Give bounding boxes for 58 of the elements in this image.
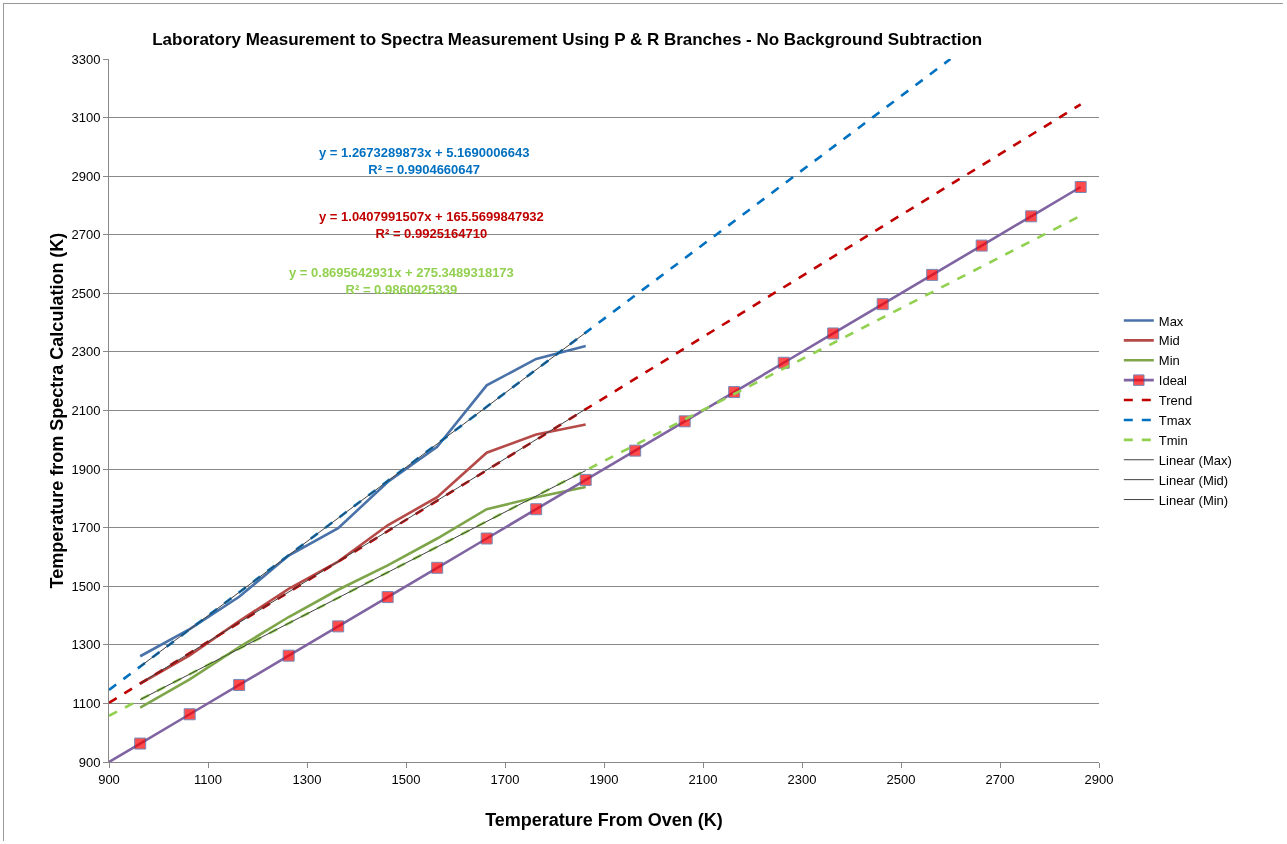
- y-tick-label: 2700: [71, 227, 101, 243]
- y-axis-title: Temperature from Spectra Calculation (K): [47, 232, 67, 589]
- legend-label: Min: [1158, 353, 1180, 369]
- legend-label: Tmax: [1158, 413, 1192, 429]
- x-axis-title: Temperature From Oven (K): [485, 810, 723, 830]
- point: [1074, 181, 1087, 193]
- x-tick-label: 1300: [292, 771, 322, 787]
- y-tick-label: 2500: [71, 285, 101, 301]
- y-tick-label: 1900: [71, 461, 101, 477]
- x-tick-label: 2900: [1084, 771, 1114, 787]
- x-tick-label: 1900: [589, 771, 619, 787]
- chart-title: Laboratory Measurement to Spectra Measurement Using P & R Branches - No Background Subtraction: [152, 30, 983, 50]
- x-tick-label: 2300: [787, 771, 817, 787]
- legend-label: Linear (Min): [1158, 492, 1229, 508]
- y-tick-label: 2300: [71, 344, 101, 360]
- annotation: y = 1.0407991507x + 165.5699847932 R² = 0.9925164710: [319, 209, 544, 241]
- point: [579, 473, 592, 486]
- point: [530, 503, 543, 516]
- point: [827, 327, 840, 340]
- point: [926, 268, 939, 281]
- y-tick-label: 3100: [71, 110, 101, 126]
- point: [480, 532, 493, 545]
- point: [975, 239, 988, 252]
- legend-label: Linear (Mid): [1158, 472, 1229, 488]
- point: [1025, 210, 1038, 223]
- x-tick-label: 900: [98, 771, 120, 787]
- legend-label: Mid: [1158, 333, 1180, 349]
- y-tick-label: 1700: [71, 520, 101, 536]
- point: [134, 737, 147, 750]
- legend-label: Tmin: [1158, 432, 1188, 448]
- point: [678, 415, 691, 428]
- point: [431, 561, 444, 574]
- point: [876, 298, 889, 311]
- point: [332, 620, 345, 633]
- y-tick-label: 2100: [71, 403, 101, 419]
- x-tick-label: 1700: [490, 771, 520, 787]
- annotation: y = 1.2673289873x + 5.1690006643 R² = 0.9904660647: [319, 145, 530, 177]
- point: [233, 678, 246, 691]
- y-tick-label: 1300: [71, 637, 101, 653]
- x-tick-label: 1100: [194, 771, 222, 787]
- point: [381, 591, 394, 604]
- y-tick-label: 900: [78, 754, 101, 770]
- y-tick-label: 2900: [71, 168, 101, 184]
- point: [629, 444, 642, 457]
- x-tick-label: 2700: [985, 771, 1015, 787]
- x-tick-label: 2100: [688, 771, 718, 787]
- point: [183, 708, 196, 721]
- point: [282, 649, 295, 662]
- annotation: y = 0.8695642931x + 275.3489318173 R² = 0.9860925339: [289, 265, 514, 297]
- x-tick-label: 2500: [886, 771, 916, 787]
- y-tick-label: 1100: [72, 695, 101, 711]
- x-tick-label: 1500: [391, 771, 421, 787]
- legend-label: Linear (Max): [1158, 452, 1232, 468]
- y-tick-label: 1500: [71, 578, 101, 594]
- legend-label: Max: [1158, 313, 1184, 329]
- legend-label: Ideal: [1158, 373, 1188, 389]
- y-tick-label: 3300: [71, 51, 101, 67]
- legend-label: Trend: [1158, 393, 1193, 409]
